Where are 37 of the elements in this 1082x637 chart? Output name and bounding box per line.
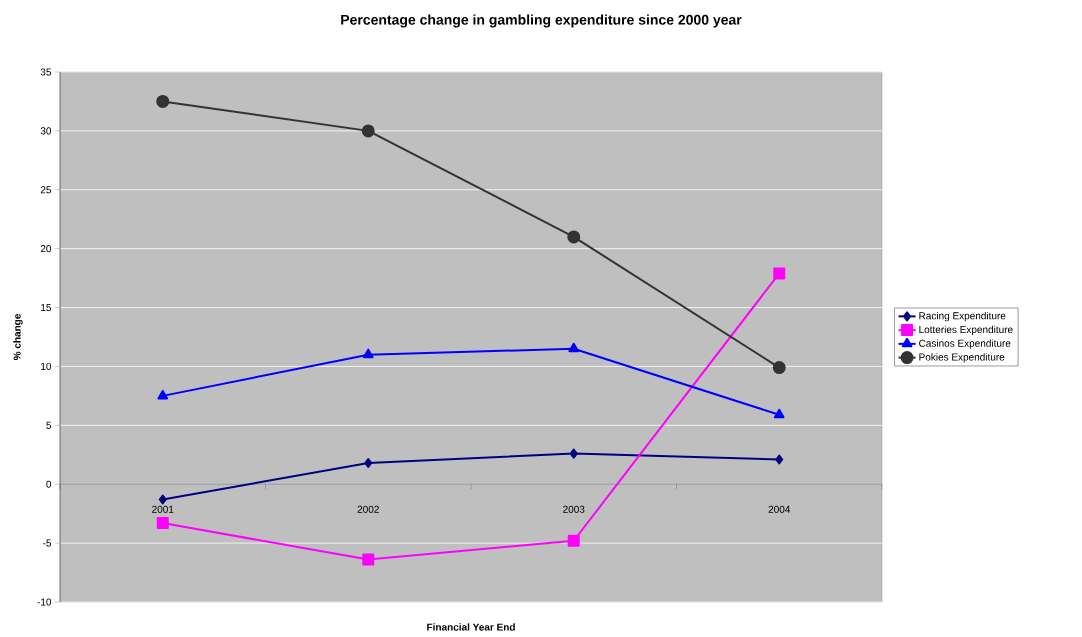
point [773,267,786,280]
point [362,348,374,359]
x-tick-label: 2002 [357,505,379,513]
legend-label: Pokies Expenditure [919,353,1005,363]
point [156,517,169,530]
y-tick-label: 5 [46,421,52,429]
point [158,494,167,505]
y-tick-label: 15 [41,304,52,312]
point [775,454,784,465]
legend-label: Lotteries Expenditure [919,325,1013,336]
y-tick-label: 20 [40,245,52,253]
legend-label: Racing Expenditure [919,312,1006,322]
x-axis-title: Financial Year End [427,623,515,631]
point [362,553,375,566]
legend-label: Casinos Expenditure [919,339,1011,349]
point [364,458,373,469]
y-tick-label: 30 [40,127,52,135]
point [156,94,170,108]
point [567,230,581,244]
point [772,361,786,375]
y-axis-title: % change [13,314,23,361]
y-tick-label: 25 [40,186,52,194]
y-tick-label: -10 [37,598,52,606]
point [361,124,375,138]
chart-title: Percentage change in gambling expenditure since 2000 year [341,14,742,28]
point [569,448,578,459]
x-tick-label: 2003 [563,505,585,513]
x-tick-label: 2004 [768,505,791,513]
point [568,342,580,353]
x-tick-label: 2001 [152,505,174,513]
point [157,389,169,400]
y-tick-label: -5 [43,539,52,547]
y-tick-label: 10 [41,362,52,370]
point [773,408,785,419]
y-tick-label: 0 [46,480,52,488]
y-tick-label: 35 [40,68,52,76]
point [567,534,580,547]
